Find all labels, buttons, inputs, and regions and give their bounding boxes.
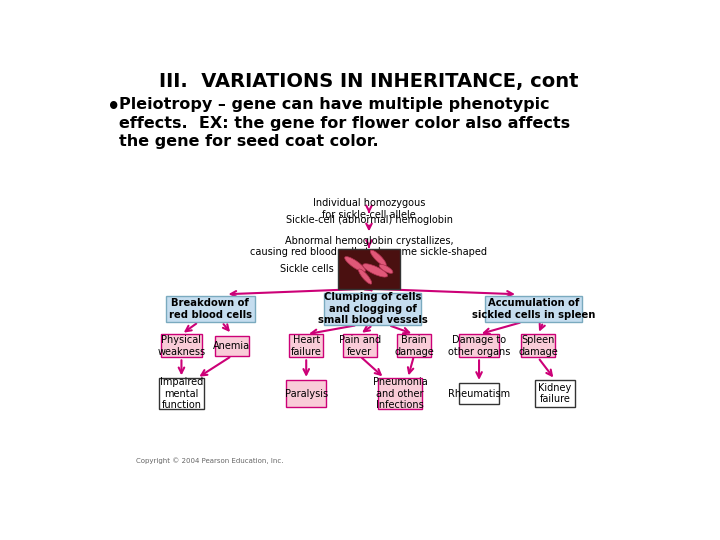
Text: Accumulation of
sickled cells in spleen: Accumulation of sickled cells in spleen [472,298,595,320]
FancyBboxPatch shape [377,378,423,409]
Text: Pain and
fever: Pain and fever [338,335,381,356]
Text: Paralysis: Paralysis [284,389,328,399]
Ellipse shape [345,256,366,272]
Text: Breakdown of
red blood cells: Breakdown of red blood cells [168,298,251,320]
FancyBboxPatch shape [325,293,421,325]
Text: Impaired
mental
function: Impaired mental function [160,377,203,410]
FancyBboxPatch shape [338,249,400,289]
Text: Abnormal hemoglobin crystallizes,
causing red blood cells to become sickle-shape: Abnormal hemoglobin crystallizes, causin… [251,236,487,258]
FancyBboxPatch shape [521,334,555,357]
FancyBboxPatch shape [485,296,582,322]
Text: Copyright © 2004 Pearson Education, Inc.: Copyright © 2004 Pearson Education, Inc. [137,457,284,464]
Text: Rheumatism: Rheumatism [448,389,510,399]
Ellipse shape [363,264,387,277]
Text: •: • [107,97,120,117]
FancyBboxPatch shape [286,380,326,408]
Text: Heart
failure: Heart failure [291,335,322,356]
FancyBboxPatch shape [459,383,499,404]
Text: Pneumonia
and other
Infections: Pneumonia and other Infections [373,377,428,410]
Text: Individual homozygous
for sickle-cell allele: Individual homozygous for sickle-cell al… [312,198,426,220]
FancyBboxPatch shape [343,334,377,357]
Text: Pleiotropy – gene can have multiple phenotypic
effects.  EX: the gene for flower: Pleiotropy – gene can have multiple phen… [120,97,570,150]
Text: Damage to
other organs: Damage to other organs [448,335,510,356]
FancyBboxPatch shape [459,334,499,357]
Text: III.  VARIATIONS IN INHERITANCE, cont: III. VARIATIONS IN INHERITANCE, cont [159,72,579,91]
Text: Kidney
failure: Kidney failure [539,383,572,404]
FancyBboxPatch shape [166,296,255,322]
FancyBboxPatch shape [215,336,249,356]
Text: Physical
weakness: Physical weakness [158,335,205,356]
Text: Sickle-cell (abnormal) hemoglobin: Sickle-cell (abnormal) hemoglobin [286,215,452,225]
Text: Clumping of cells
and clogging of
small blood vessels: Clumping of cells and clogging of small … [318,292,428,326]
Ellipse shape [370,250,386,266]
Ellipse shape [379,265,393,273]
FancyBboxPatch shape [161,334,202,357]
FancyBboxPatch shape [289,334,323,357]
FancyBboxPatch shape [159,378,204,409]
Text: Spleen
damage: Spleen damage [518,335,558,356]
Text: Anemia: Anemia [213,341,251,351]
Text: Sickle cells: Sickle cells [280,264,334,274]
Ellipse shape [359,269,372,284]
FancyBboxPatch shape [397,334,431,357]
Text: Brain
damage: Brain damage [394,335,434,356]
FancyBboxPatch shape [535,380,575,408]
